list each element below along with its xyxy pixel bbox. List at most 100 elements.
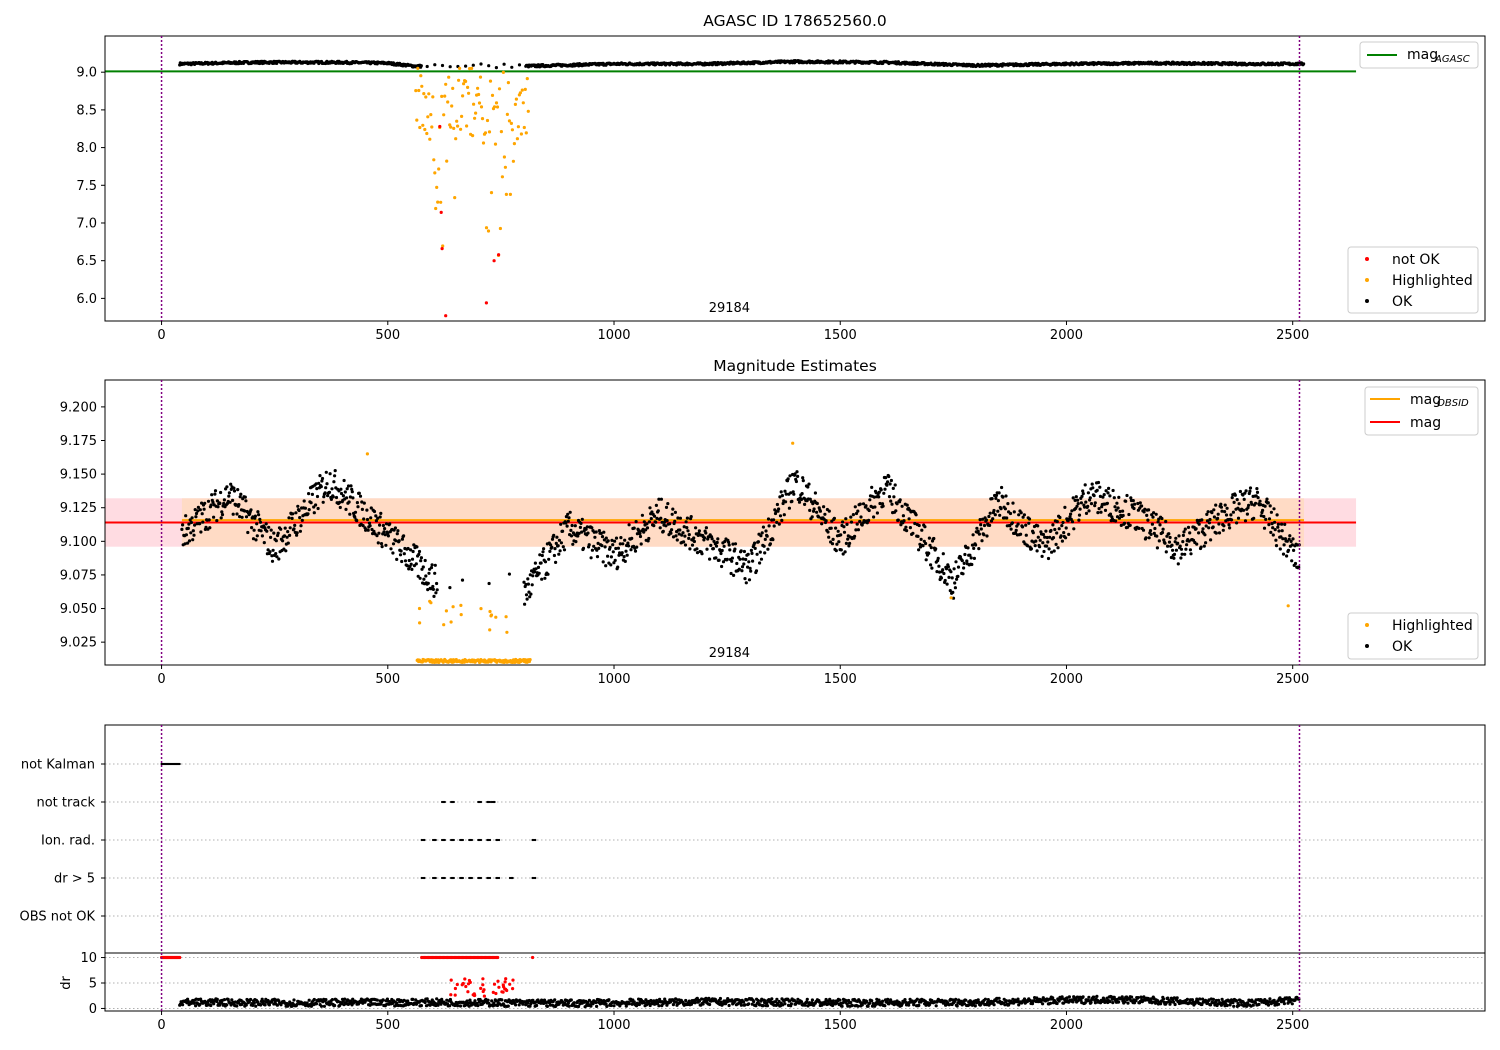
panel1-notok-point xyxy=(439,210,443,214)
panel2-ok-point xyxy=(1004,494,1008,498)
panel2-ok-point xyxy=(800,492,804,496)
panel1-highlighted-point xyxy=(419,74,423,78)
panel2-ok-point xyxy=(837,540,841,544)
panel1-highlighted-point xyxy=(433,171,437,175)
panel2-ok-point xyxy=(279,527,283,531)
panel2-ok-point xyxy=(1216,512,1220,516)
panel2-ok-point xyxy=(949,570,953,574)
panel2-ok-point xyxy=(621,542,625,546)
panel2-ok-point xyxy=(1142,510,1146,514)
panel2-ok-point xyxy=(1128,523,1132,527)
panel2-ok-point xyxy=(1276,522,1280,526)
panel2-ok-point xyxy=(1124,499,1128,503)
panel3-dr-ok-point xyxy=(997,996,1001,1000)
panel2-ok-point xyxy=(654,503,659,507)
panel2-ok-point xyxy=(692,536,696,540)
panel1-highlighted-point xyxy=(442,113,446,117)
panel3-dr-ok-point xyxy=(881,999,885,1003)
panel3-flag-point xyxy=(488,838,492,842)
panel2-ok-point xyxy=(742,549,747,554)
panel2-ok-point xyxy=(365,508,369,512)
panel2-ok-point xyxy=(744,557,748,562)
panel3-dr-ok-point xyxy=(263,1003,267,1007)
panel1-highlighted-point xyxy=(489,191,494,195)
panel2-xtick-label: 0 xyxy=(157,672,165,687)
panel2-xtick-label: 2500 xyxy=(1276,672,1309,687)
panel2-ok-point xyxy=(998,513,1002,517)
panel2-xtick-label: 2000 xyxy=(1050,672,1083,687)
panel2-ok-point xyxy=(808,508,812,512)
panel2-ok-point xyxy=(842,525,846,529)
panel2-ok-point xyxy=(730,559,734,563)
panel2-ok-point xyxy=(777,507,781,511)
panel3-flag-point xyxy=(434,876,437,880)
panel2-ok-point xyxy=(902,519,906,523)
panel1-highlighted-point xyxy=(454,137,458,141)
panel1-highlighted-point xyxy=(520,88,524,92)
panel2-ok-point xyxy=(286,541,290,545)
panel2-ok-point xyxy=(826,530,830,534)
panel2-ok-point xyxy=(557,552,561,556)
panel2-ok-point xyxy=(1019,532,1023,536)
panel2-ok-point xyxy=(750,551,754,556)
panel2-ok-point xyxy=(379,542,384,546)
panel2-ok-point xyxy=(1047,547,1051,551)
panel2-ok-point xyxy=(399,549,403,553)
panel2-ok-point xyxy=(1105,501,1109,505)
panel2-ok-point xyxy=(1242,497,1246,501)
panel2-ok-point xyxy=(600,544,604,548)
panel2-ok-point xyxy=(780,518,784,523)
panel2-ok-point xyxy=(433,563,437,567)
panel2-highlighted-point xyxy=(528,658,532,662)
panel2-ok-point xyxy=(1174,536,1178,540)
panel2-ok-point xyxy=(929,563,933,567)
panel3-flag-point xyxy=(461,876,464,880)
panel2-ok-point xyxy=(431,587,435,592)
panel2-ok-point xyxy=(1011,501,1015,505)
panel2-ok-point xyxy=(656,509,660,513)
panel1-highlighted-point xyxy=(458,66,462,70)
panel1-highlighted-point xyxy=(428,137,432,141)
panel1-highlighted-point xyxy=(417,88,421,93)
panel2-ok-point xyxy=(316,506,320,511)
panel2-ok-point xyxy=(271,548,275,552)
panel3-dr-ok-point xyxy=(903,998,907,1002)
panel2-ok-point xyxy=(380,545,384,549)
panel2-ok-point xyxy=(191,529,195,533)
panel3-dr-ok-point xyxy=(849,1000,853,1005)
panel3-dr-ok-point xyxy=(314,1002,319,1006)
panel3-flag-point xyxy=(497,876,501,880)
panel2-ok-point xyxy=(1096,480,1101,485)
panel2-ok-point xyxy=(269,528,273,532)
panel1-ok-point xyxy=(517,63,522,67)
panel2-ok-point xyxy=(1008,511,1013,516)
panel2-ok-point xyxy=(1055,520,1059,524)
panel2-legend-mag-label: mag xyxy=(1410,415,1441,431)
panel2-ok-point xyxy=(1266,501,1270,505)
panel3-dr-ok-point xyxy=(222,998,227,1002)
panel3-dr-ok-point xyxy=(295,1002,299,1007)
panel1-ytick-label: 7.0 xyxy=(76,216,97,231)
panel3-dr-ok-point xyxy=(607,998,611,1002)
panel3-dr-ok-point xyxy=(708,1002,712,1007)
panel1-xtick-label: 500 xyxy=(375,328,400,343)
panel2-ok-point xyxy=(1148,529,1153,533)
panel1-highlighted-point xyxy=(516,125,521,129)
panel2-ok-point xyxy=(302,499,306,503)
panel2-ok-point xyxy=(623,559,627,564)
panel2-ok-point xyxy=(733,542,738,546)
panel2-ok-point xyxy=(288,526,292,530)
panel2-ok-point xyxy=(1077,518,1081,522)
panel2-ok-point xyxy=(246,530,250,535)
panel2-ok-point xyxy=(189,520,193,525)
panel2-ok-point xyxy=(1168,535,1172,540)
panel2-ok-point xyxy=(382,530,386,534)
panel2-legend-ok-label: OK xyxy=(1392,639,1413,655)
panel2-ok-point xyxy=(393,526,397,530)
panel2-ok-point xyxy=(784,500,788,504)
panel2-ok-point xyxy=(842,530,847,534)
panel2-ok-point xyxy=(1161,527,1165,531)
panel2-ok-point xyxy=(255,534,259,538)
panel2-ok-point xyxy=(1293,561,1298,566)
panel2-ok-point xyxy=(786,477,790,481)
